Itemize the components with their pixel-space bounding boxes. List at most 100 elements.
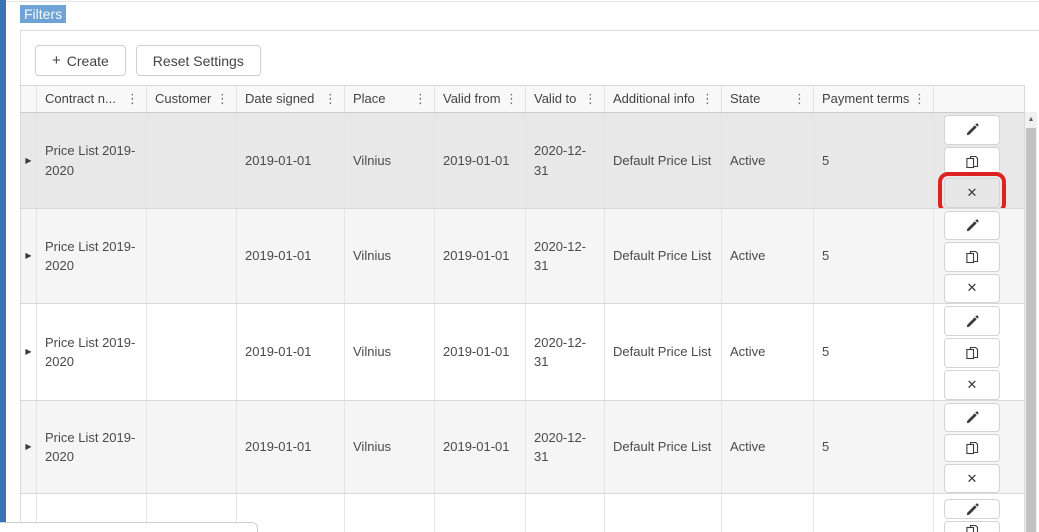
header-date-signed[interactable]: Date signed ⋮ xyxy=(237,86,345,112)
cell-actions: ✕ xyxy=(934,209,1024,303)
header-valid-from[interactable]: Valid from ⋮ xyxy=(435,86,526,112)
header-place[interactable]: Place ⋮ xyxy=(345,86,435,112)
cell-additional-info xyxy=(605,494,722,532)
copy-button[interactable] xyxy=(944,146,1000,177)
grid-toolbar: + Create Reset Settings xyxy=(20,30,1039,86)
cell-date-signed: 2019-01-01 xyxy=(237,113,345,208)
cell-valid-from xyxy=(435,494,526,532)
expand-row-icon[interactable]: ▶ xyxy=(25,347,32,356)
column-menu-icon[interactable]: ⋮ xyxy=(216,91,229,106)
cell-payment-terms: 5 xyxy=(814,401,934,493)
header-actions-column xyxy=(934,86,1024,112)
header-state[interactable]: State ⋮ xyxy=(722,86,814,112)
header-customer[interactable]: Customer ⋮ xyxy=(147,86,237,112)
filters-label: Filters xyxy=(20,5,67,23)
column-menu-icon[interactable]: ⋮ xyxy=(793,91,806,106)
copy-button[interactable] xyxy=(944,433,1000,463)
edit-button[interactable] xyxy=(944,499,1000,520)
header-label: Valid to xyxy=(534,91,577,106)
expand-row-icon[interactable]: ▶ xyxy=(25,442,32,451)
cell-actions: ✕ xyxy=(934,304,1024,400)
column-menu-icon[interactable]: ⋮ xyxy=(913,91,926,106)
expand-cell[interactable]: ▶ xyxy=(21,209,37,303)
cell-state: Active xyxy=(722,209,814,303)
column-menu-icon[interactable]: ⋮ xyxy=(701,91,714,106)
cell-contract-number xyxy=(37,494,147,532)
reset-settings-button[interactable]: Reset Settings xyxy=(135,45,261,76)
scrollbar-thumb[interactable] xyxy=(1026,128,1036,532)
bottom-left-tooltip xyxy=(0,522,258,532)
expand-row-icon[interactable]: ▶ xyxy=(25,155,32,165)
cell-date-signed xyxy=(237,494,345,532)
cell-additional-info: Default Price List xyxy=(605,113,722,208)
cell-date-signed: 2019-01-01 xyxy=(237,304,345,400)
header-label: Contract n... xyxy=(45,91,116,106)
table-row: ▶ Price List 2019-2020 2019-01-01 Vilniu… xyxy=(21,304,1024,401)
column-menu-icon[interactable]: ⋮ xyxy=(505,91,518,106)
scroll-up-icon[interactable]: ▲ xyxy=(1027,116,1035,123)
cell-valid-from: 2019-01-01 xyxy=(435,209,526,303)
edit-button[interactable] xyxy=(944,403,1000,432)
expand-cell[interactable]: ▶ xyxy=(21,304,37,400)
cell-valid-to: 2020-12-31 xyxy=(526,113,605,208)
column-menu-icon[interactable]: ⋮ xyxy=(414,91,427,106)
header-contract-number[interactable]: Contract n... ⋮ xyxy=(37,86,147,112)
left-accent-bar xyxy=(0,0,6,522)
table-row: ▶ Price List 2019-2020 2019-01-01 Vilniu… xyxy=(21,401,1024,494)
cell-customer xyxy=(147,494,237,532)
cell-payment-terms: 5 xyxy=(814,304,934,400)
delete-button[interactable]: ✕ xyxy=(944,464,1000,493)
delete-button[interactable]: ✕ xyxy=(938,172,1006,208)
delete-button[interactable]: ✕ xyxy=(944,370,1000,400)
cell-additional-info: Default Price List xyxy=(605,401,722,493)
table-row: ▶ Price List 2019-2020 2019-01-01 Vilniu… xyxy=(21,113,1024,209)
cell-actions: ✕ xyxy=(934,494,1024,532)
cell-place: Vilnius xyxy=(345,113,435,208)
cell-customer xyxy=(147,113,237,208)
vertical-scrollbar[interactable]: ▲ xyxy=(1025,112,1037,532)
cell-date-signed: 2019-01-01 xyxy=(237,209,345,303)
cell-place: Vilnius xyxy=(345,209,435,303)
cell-payment-terms xyxy=(814,494,934,532)
top-divider xyxy=(6,1,1039,2)
header-payment-terms[interactable]: Payment terms ⋮ xyxy=(814,86,934,112)
delete-icon: ✕ xyxy=(966,280,978,296)
cell-place xyxy=(345,494,435,532)
delete-button[interactable]: ✕ xyxy=(944,273,1000,303)
expand-row-icon[interactable]: ▶ xyxy=(25,251,32,260)
header-label: Valid from xyxy=(443,91,501,106)
edit-button[interactable] xyxy=(944,306,1000,336)
header-label: Additional info xyxy=(613,91,695,106)
cell-place: Vilnius xyxy=(345,401,435,493)
cell-payment-terms: 5 xyxy=(814,113,934,208)
expand-cell[interactable]: ▶ xyxy=(21,401,37,493)
edit-button[interactable] xyxy=(944,115,1000,145)
edit-button[interactable] xyxy=(944,211,1000,241)
create-button-label: Create xyxy=(66,52,109,69)
cell-customer xyxy=(147,401,237,493)
header-valid-to[interactable]: Valid to ⋮ xyxy=(526,86,605,112)
column-menu-icon[interactable]: ⋮ xyxy=(324,91,337,106)
reset-settings-label: Reset Settings xyxy=(152,52,244,69)
cell-place: Vilnius xyxy=(345,304,435,400)
copy-button[interactable] xyxy=(944,338,1000,368)
cell-state: Active xyxy=(722,401,814,493)
copy-button[interactable] xyxy=(944,521,1000,532)
copy-button[interactable] xyxy=(944,242,1000,272)
cell-date-signed: 2019-01-01 xyxy=(237,401,345,493)
cell-state: Active xyxy=(722,113,814,208)
column-menu-icon[interactable]: ⋮ xyxy=(584,91,597,106)
expand-cell[interactable]: ▶ xyxy=(21,113,37,208)
cell-customer xyxy=(147,209,237,303)
pencil-icon xyxy=(966,503,979,515)
plus-icon: + xyxy=(52,52,61,69)
contracts-grid: Contract n... ⋮ Customer ⋮ Date signed ⋮… xyxy=(20,85,1025,532)
cell-valid-from: 2019-01-01 xyxy=(435,401,526,493)
table-row: ▶ Price List 2019-2020 2019-01-01 Vilniu… xyxy=(21,209,1024,304)
header-additional-info[interactable]: Additional info ⋮ xyxy=(605,86,722,112)
pencil-icon xyxy=(966,314,979,327)
create-button[interactable]: + Create xyxy=(35,45,126,76)
column-menu-icon[interactable]: ⋮ xyxy=(126,91,139,106)
cell-contract-number: Price List 2019-2020 xyxy=(37,304,147,400)
